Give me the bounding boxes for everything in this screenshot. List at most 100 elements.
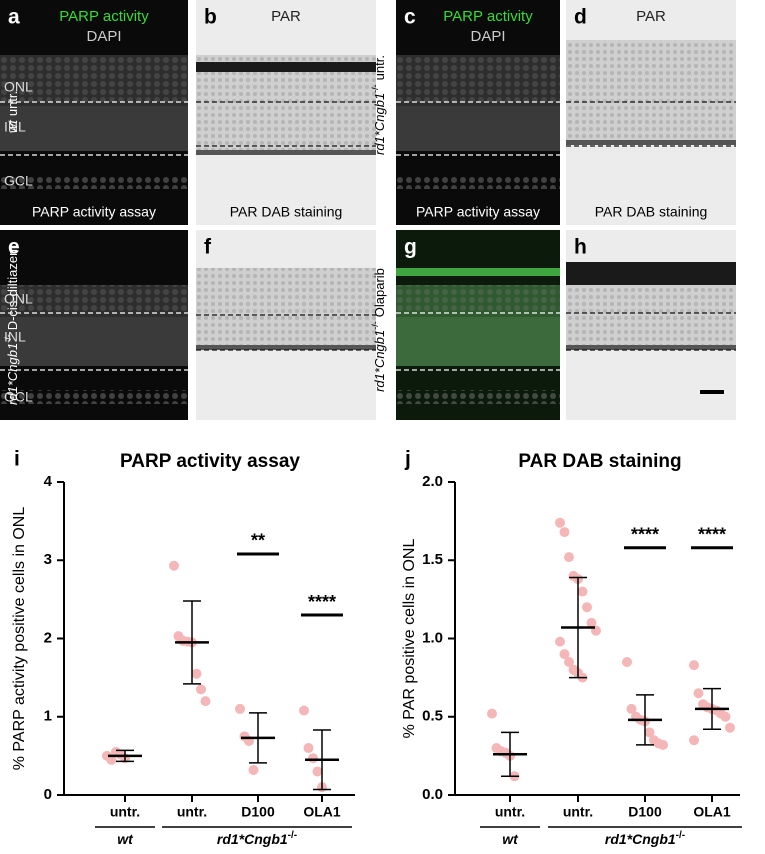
panel-letter: b	[204, 6, 217, 29]
tissue-inl	[396, 106, 560, 151]
tissue-inl	[0, 106, 188, 151]
data-point	[191, 668, 202, 679]
y-tick-label: 1.0	[422, 629, 443, 646]
dark-layer	[196, 62, 376, 72]
data-point	[169, 560, 179, 571]
tissue-nuclei	[0, 55, 188, 102]
data-point	[720, 711, 731, 722]
panel-letter: a	[8, 6, 20, 29]
scale-bar	[700, 390, 724, 394]
layer-label: ONL	[4, 291, 33, 307]
panel-top-label: PARP activity	[59, 8, 149, 25]
treatment: untr.	[5, 91, 20, 116]
genotype: rd1*Cngb1	[372, 93, 387, 155]
tissue-gcl	[396, 175, 560, 189]
group-name: wt	[117, 831, 134, 847]
panel-letter: f	[204, 236, 212, 259]
y-tick-label: 2.0	[422, 473, 443, 490]
panel-bottom-label: PAR DAB staining	[230, 204, 343, 220]
data-point	[555, 636, 565, 647]
layer-label: INL	[4, 329, 26, 345]
panel-bottom-label: PARP activity assay	[416, 204, 540, 220]
panel-bottom-label: PARP activity assay	[32, 204, 156, 220]
data-point	[559, 527, 570, 538]
tissue	[566, 40, 736, 140]
data-point	[725, 722, 735, 733]
group-label: rd1*Cngb1-/-	[217, 830, 297, 847]
y-tick-label: 1.5	[422, 551, 443, 568]
data-point	[559, 649, 570, 660]
panel-top-label: PAR	[636, 8, 666, 25]
layer-label: GCL	[4, 389, 33, 405]
dark-layer	[566, 262, 736, 285]
tissue-inl	[0, 317, 188, 366]
data-point	[586, 617, 597, 628]
tissue-nuclei	[0, 285, 188, 313]
tissue-gcl	[396, 390, 560, 404]
significance-label: ****	[631, 524, 659, 544]
group-name: wt	[502, 831, 519, 847]
data-point	[248, 764, 259, 775]
tissue-gcl	[0, 390, 188, 404]
panel-letter: g	[404, 236, 417, 259]
bottom-layer	[196, 150, 376, 155]
layer-label: INL	[4, 119, 26, 135]
x-tick-label: D100	[628, 804, 662, 820]
x-tick-label: OLA1	[693, 804, 731, 820]
y-tick-label: 1	[44, 708, 52, 725]
data-point	[196, 684, 206, 695]
tissue-gcl	[0, 175, 188, 189]
data-point	[689, 660, 699, 671]
panel-bottom-label: PAR DAB staining	[595, 204, 708, 220]
data-point	[622, 656, 632, 667]
x-tick-label: untr.	[563, 804, 593, 820]
x-tick-label: untr.	[110, 804, 140, 820]
y-tick-label: 2	[44, 629, 52, 646]
green-band	[396, 268, 560, 276]
data-point	[308, 753, 318, 764]
data-point	[312, 766, 323, 777]
data-point	[693, 688, 704, 699]
genotype: rd1*Cngb1	[5, 343, 20, 405]
group-name: rd1*Cngb1	[605, 831, 676, 847]
data-point	[299, 705, 309, 716]
y-axis-label: % PAR positive cells in ONL	[401, 539, 418, 739]
data-point	[106, 754, 117, 765]
y-tick-label: 0.0	[422, 786, 443, 803]
data-point	[626, 703, 637, 714]
bottom-layer	[566, 140, 736, 145]
panel-top-label: DAPI	[470, 28, 505, 45]
group-superscript: -/-	[676, 830, 685, 841]
data-point	[689, 735, 699, 746]
panel-letter: i	[14, 448, 20, 471]
group-label: wt	[502, 831, 519, 847]
panel-letter: c	[404, 6, 416, 29]
chart-title: PAR DAB staining	[518, 451, 681, 472]
data-point	[582, 602, 592, 613]
data-point	[658, 739, 668, 750]
significance-label: ****	[698, 524, 726, 544]
treatment: Olaparib	[372, 268, 387, 317]
genotype-label: rd1*Cngb1-/- D-cis-diltiazem	[3, 245, 20, 405]
significance-label: ****	[308, 592, 336, 612]
treatment: untr.	[372, 55, 387, 80]
panel-letter: j	[404, 448, 411, 471]
data-point	[200, 696, 211, 707]
layer-label: GCL	[4, 173, 33, 189]
group-superscript: -/-	[288, 830, 297, 841]
panel-top-label: PARP activity	[443, 8, 533, 25]
tissue-nuclei	[396, 285, 560, 313]
x-tick-label: untr.	[495, 804, 525, 820]
data-point	[235, 703, 245, 714]
group-label: wt	[117, 831, 134, 847]
bottom-layer	[196, 345, 376, 350]
panel-letter: d	[574, 6, 587, 29]
data-point	[487, 708, 497, 719]
tissue-inl	[396, 317, 560, 366]
panel-letter: e	[8, 236, 20, 259]
x-tick-label: untr.	[177, 804, 207, 820]
genotype-superscript: -/-	[3, 334, 13, 343]
panel-top-label: PAR	[271, 8, 301, 25]
